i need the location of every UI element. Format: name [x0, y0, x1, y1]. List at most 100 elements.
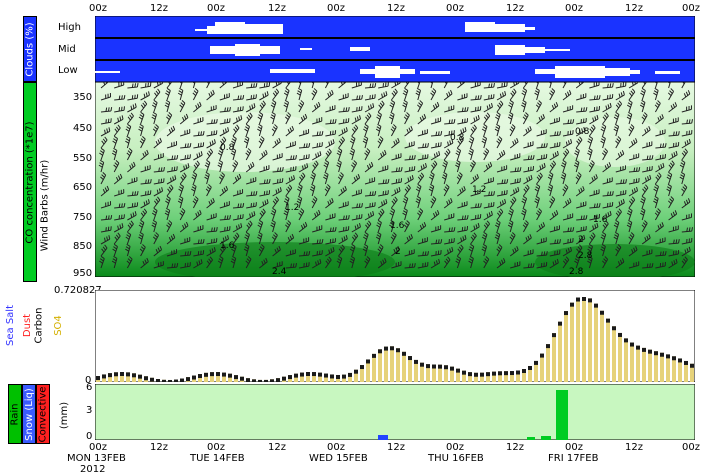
wind-barb-feather — [350, 255, 355, 259]
wind-barb-feather — [464, 234, 467, 240]
wind-barb-feather — [387, 179, 390, 184]
wind-barb-feather — [258, 140, 263, 144]
wind-barb-feather — [284, 210, 289, 214]
wind-barb-feather — [271, 210, 276, 214]
wind-barb-feather — [441, 176, 446, 180]
wind-barb — [456, 258, 462, 269]
wind-barb-feather — [312, 198, 317, 202]
wind-barb-feather — [121, 203, 123, 208]
wind-barb-feather — [338, 248, 342, 253]
wind-barb — [615, 182, 626, 185]
aerosol-carbon-cap — [384, 346, 388, 351]
wind-barb-feather — [416, 90, 421, 94]
wind-barb-feather — [554, 131, 556, 136]
wind-barb-feather — [667, 186, 671, 190]
wind-barb-feather — [504, 198, 507, 204]
wind-barb-feather — [419, 225, 423, 230]
wind-barb-feather — [262, 93, 265, 98]
wind-barb-feather — [389, 224, 394, 228]
wind-barb-feather — [593, 203, 596, 208]
wind-barb-feather — [680, 174, 685, 178]
wind-barb-feather — [329, 227, 332, 232]
aerosol-carbon-cap — [120, 372, 124, 377]
wind-barb — [536, 90, 540, 101]
wind-barb-feather — [551, 162, 555, 167]
wind-barb-feather — [538, 225, 542, 230]
wind-barb-feather — [485, 148, 490, 152]
wind-barb-feather — [391, 234, 396, 238]
wind-barb-feather — [263, 259, 266, 264]
wind-barb-feather — [125, 140, 130, 144]
aerosol-carbon-cap — [150, 377, 154, 382]
wind-barb — [483, 205, 494, 209]
wind-barb — [100, 96, 111, 101]
aerosol-carbon-cap — [174, 379, 178, 382]
wind-barb-feather — [358, 95, 361, 100]
wind-barb-feather — [240, 115, 243, 120]
wind-barb-feather — [271, 128, 276, 132]
wind-barb-feather — [451, 119, 453, 124]
wind-barb-feather — [430, 92, 434, 96]
wind-barb-feather — [321, 239, 324, 244]
wind-barb-feather — [416, 186, 421, 190]
wind-barb-feather — [603, 222, 608, 227]
wind-barb-feather — [553, 103, 557, 108]
wind-barb-feather — [299, 210, 303, 214]
aerosol-carbon-cap — [114, 372, 118, 377]
wind-barb-feather — [340, 138, 344, 143]
wind-barb-feather — [285, 87, 290, 91]
wind-barb-feather — [641, 195, 646, 199]
wind-barb-feather — [374, 191, 377, 196]
wind-barb-feather — [136, 191, 139, 196]
wind-barb-feather — [224, 128, 227, 133]
wind-barb-feather — [361, 95, 363, 100]
wind-barb-feather — [257, 224, 262, 228]
wind-barb-feather — [551, 213, 555, 218]
wind-barb-feather — [482, 135, 487, 139]
wind-barb-feather — [136, 83, 139, 88]
wind-barb-feather — [436, 152, 438, 157]
wind-barb-feather — [338, 255, 343, 259]
wind-barb-feather — [618, 201, 621, 206]
wind-barb-feather — [381, 208, 385, 213]
aerosol-carbon-cap — [378, 349, 382, 354]
wind-barb-feather — [679, 176, 684, 180]
wind-barb-feather — [324, 188, 329, 192]
aerosol-carbon-cap — [648, 349, 652, 354]
wind-barb-feather — [661, 222, 664, 227]
wind-barb-feather — [414, 263, 416, 268]
aerosol-so4-bar — [534, 360, 538, 382]
wind-barb-feather — [259, 212, 263, 217]
wind-barb-feather — [100, 176, 104, 180]
wind-barb-feather — [684, 141, 687, 146]
wind-barb-feather — [516, 246, 519, 251]
wind-barb-feather — [429, 174, 434, 178]
wind-barb — [127, 214, 137, 221]
wind-barb-feather — [601, 135, 606, 139]
wind-barb-feather — [366, 165, 370, 170]
wind-barb-feather — [389, 114, 394, 118]
wind-barb-feather — [496, 248, 500, 253]
wind-barb-feather — [628, 207, 633, 211]
wind-barb-feather — [500, 100, 504, 105]
wind-barb-feather — [187, 163, 190, 168]
wind-barb-feather — [232, 255, 236, 259]
wind-barb-feather — [300, 225, 304, 230]
cloud-panel — [95, 16, 695, 82]
wind-barb-feather — [657, 100, 661, 104]
aerosol-carbon-cap — [618, 332, 622, 337]
wind-barb-feather — [435, 131, 438, 136]
wind-barb-feather — [125, 246, 130, 250]
wind-barb-feather — [151, 224, 156, 228]
wind-barb-feather — [391, 207, 395, 211]
wind-barb-feather — [324, 162, 329, 166]
wind-barb-feather — [457, 147, 461, 151]
cloud-low-blocks — [95, 66, 680, 78]
wind-barb-feather — [615, 212, 620, 217]
aerosol-so4-bar — [612, 326, 616, 382]
wind-barb-feather — [231, 246, 236, 250]
wind-barb-feather — [409, 176, 412, 181]
wind-barb-feather — [255, 191, 258, 196]
wind-barb-feather — [391, 99, 395, 103]
wind-barb — [166, 129, 176, 137]
